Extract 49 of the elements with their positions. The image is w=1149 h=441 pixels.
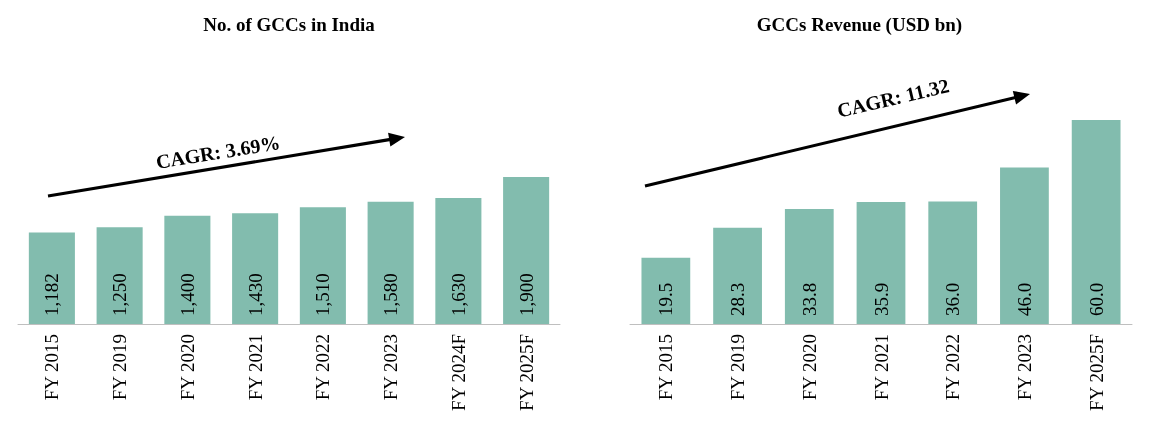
bar	[641, 257, 691, 324]
x-tick-label: FY 2024F	[447, 334, 469, 411]
x-tick-label: FY 2025F	[515, 334, 537, 411]
bar	[96, 227, 143, 324]
bar	[28, 232, 75, 324]
bar	[367, 201, 414, 324]
data-label: 1,900	[515, 273, 537, 316]
x-tick-label: FY 2025F	[1085, 334, 1107, 411]
bar	[164, 215, 211, 324]
x-tick-label: FY 2019	[109, 334, 131, 401]
data-label: 1,400	[176, 273, 198, 316]
bar	[299, 207, 346, 324]
data-label: 36.0	[942, 282, 964, 316]
data-label: 19.5	[655, 282, 677, 316]
x-tick-label: FY 2021	[244, 334, 266, 401]
x-tick-label: FY 2021	[870, 334, 892, 401]
x-tick-label: FY 2020	[798, 334, 820, 401]
text: CAGR: 3.69%	[154, 131, 282, 173]
x-tick-label: FY 2022	[312, 334, 334, 401]
data-label: 1,250	[109, 273, 131, 316]
x-tick-label: FY 2023	[1013, 334, 1035, 401]
chart-title: GCCs Revenue (USD bn)	[756, 14, 963, 36]
bar	[856, 201, 906, 324]
x-tick-label: FY 2019	[727, 334, 749, 401]
bar	[1071, 120, 1121, 324]
x-tick-label: FY 2015	[655, 334, 677, 401]
data-label: 1,580	[380, 273, 402, 316]
data-label: 35.9	[870, 282, 892, 316]
data-label: 1,430	[244, 273, 266, 316]
x-tick-label: FY 2022	[942, 334, 964, 401]
bar	[503, 177, 550, 324]
data-label: 1,630	[447, 273, 469, 316]
data-label: 33.8	[798, 282, 820, 316]
chart-title: No. of GCCs in India	[203, 14, 376, 35]
x-tick-label: FY 2015	[41, 334, 63, 401]
x-tick-label: FY 2023	[380, 334, 402, 401]
data-label: 1,182	[41, 273, 63, 316]
bar	[232, 213, 279, 324]
x-tick-label: FY 2020	[176, 334, 198, 401]
bar	[1000, 167, 1049, 324]
bar	[928, 201, 978, 324]
data-label: 46.0	[1013, 282, 1035, 316]
annotation: CAGR: 11.32	[834, 74, 952, 122]
data-label: 1,510	[312, 273, 334, 316]
data-label: 60.0	[1085, 282, 1107, 316]
bar	[435, 197, 482, 324]
bar	[713, 227, 762, 324]
data-label: 28.3	[727, 282, 749, 316]
bar	[784, 209, 834, 324]
